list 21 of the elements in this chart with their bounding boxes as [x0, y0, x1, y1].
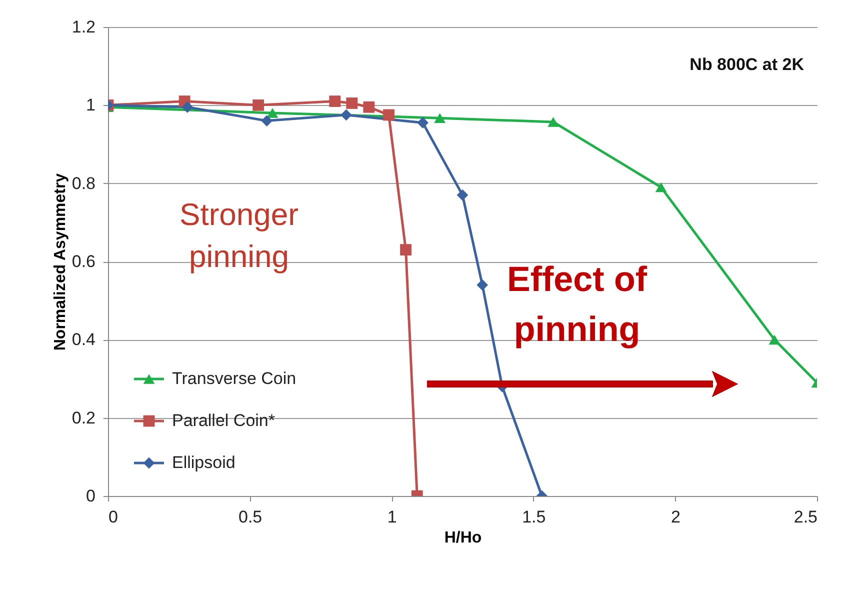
- x-tick-label: 1.5: [522, 508, 546, 526]
- x-tick-label: 0: [108, 508, 118, 526]
- x-tick-label: 1: [387, 508, 397, 526]
- annotation: Effect of pinning: [507, 260, 648, 349]
- legend-label: Transverse Coin: [172, 369, 296, 388]
- y-tick-label: 1: [86, 96, 96, 115]
- y-tick-label: 0: [86, 486, 96, 506]
- x-tick-label: 2.5: [794, 508, 818, 526]
- x-axis-title: H/Ho: [444, 530, 482, 546]
- legend-label: Ellipsoid: [172, 453, 236, 472]
- y-tick-label: 0.4: [72, 330, 96, 350]
- legend-label: Parallel Coin*: [172, 411, 276, 430]
- annotation: Stronger pinning: [180, 197, 298, 274]
- y-tick-label: 0.8: [72, 174, 96, 193]
- x-tick-label: 2: [670, 508, 680, 526]
- y-tick-label: 0.6: [72, 252, 96, 271]
- y-axis-title: Normalized Asymmetry: [52, 173, 69, 351]
- annotation: Nb 800C at 2K: [690, 55, 805, 74]
- x-tick-label: 0.5: [238, 508, 262, 526]
- y-tick-label: 0.2: [72, 408, 96, 428]
- y-tick-label: 1.2: [72, 18, 96, 36]
